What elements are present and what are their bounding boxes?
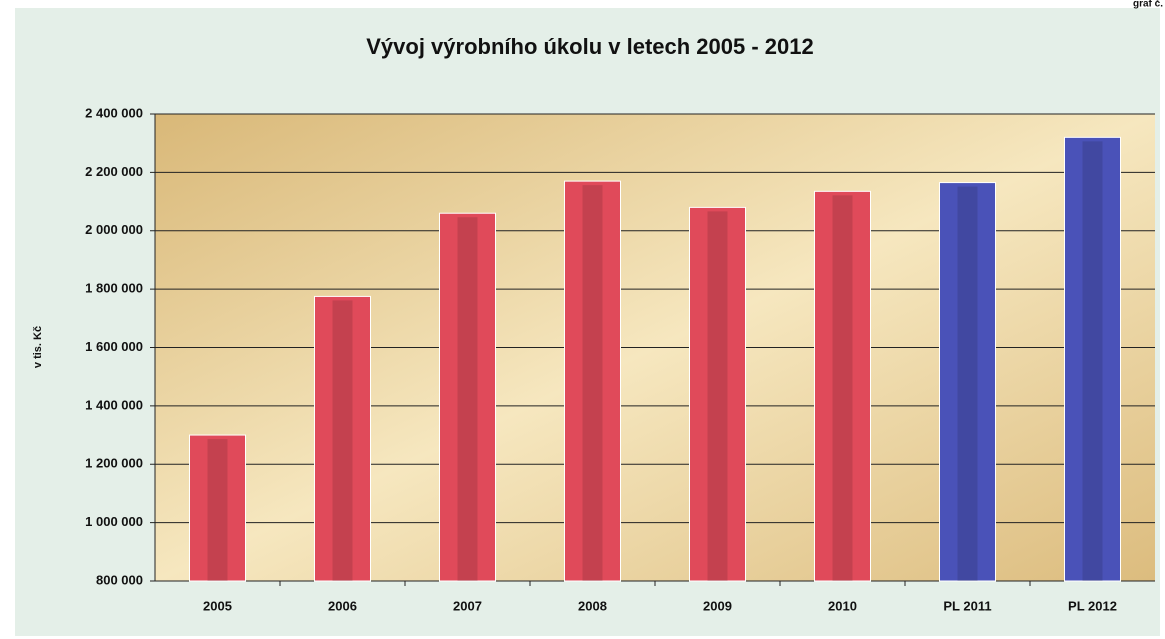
bar-shade xyxy=(957,186,978,581)
page-label: graf č. xyxy=(1133,0,1163,10)
bar-shade xyxy=(457,217,478,582)
y-tick-label: 2 200 000 xyxy=(85,164,143,179)
x-tick-label: 2010 xyxy=(828,598,857,613)
x-tick-label: 2009 xyxy=(703,598,732,613)
bar xyxy=(439,212,496,582)
y-tick-label: 2 400 000 xyxy=(85,105,143,120)
y-tick-label: 1 200 000 xyxy=(85,456,143,471)
bar-shade xyxy=(707,211,728,581)
bar xyxy=(814,190,871,582)
y-tick-label: 2 000 000 xyxy=(85,222,143,237)
y-axis-label: v tis. Kč xyxy=(32,326,44,368)
y-tick-label: 1 000 000 xyxy=(85,514,143,529)
bar xyxy=(689,206,746,582)
bar xyxy=(1064,136,1121,582)
chart-title: Vývoj výrobního úkolu v letech 2005 - 20… xyxy=(366,34,814,59)
x-tick-label: PL 2012 xyxy=(1068,598,1117,613)
x-tick-label: 2007 xyxy=(453,598,482,613)
y-tick-label: 1 400 000 xyxy=(85,397,143,412)
bar xyxy=(939,182,996,582)
bar xyxy=(189,434,246,582)
x-tick-label: 2008 xyxy=(578,598,607,613)
y-tick-label: 1 800 000 xyxy=(85,281,143,296)
bar-shade xyxy=(1082,141,1103,581)
x-tick-label: PL 2011 xyxy=(943,598,991,613)
x-tick-label: 2006 xyxy=(328,598,357,613)
x-tick-label: 2005 xyxy=(203,598,232,613)
bar-shade xyxy=(332,300,353,581)
bar-shade xyxy=(832,195,853,582)
bar-shade xyxy=(582,185,603,581)
y-tick-label: 800 000 xyxy=(96,572,143,587)
bar xyxy=(314,295,371,582)
bar xyxy=(564,180,621,582)
y-tick-label: 1 600 000 xyxy=(85,339,143,354)
bar-shade xyxy=(207,439,228,581)
